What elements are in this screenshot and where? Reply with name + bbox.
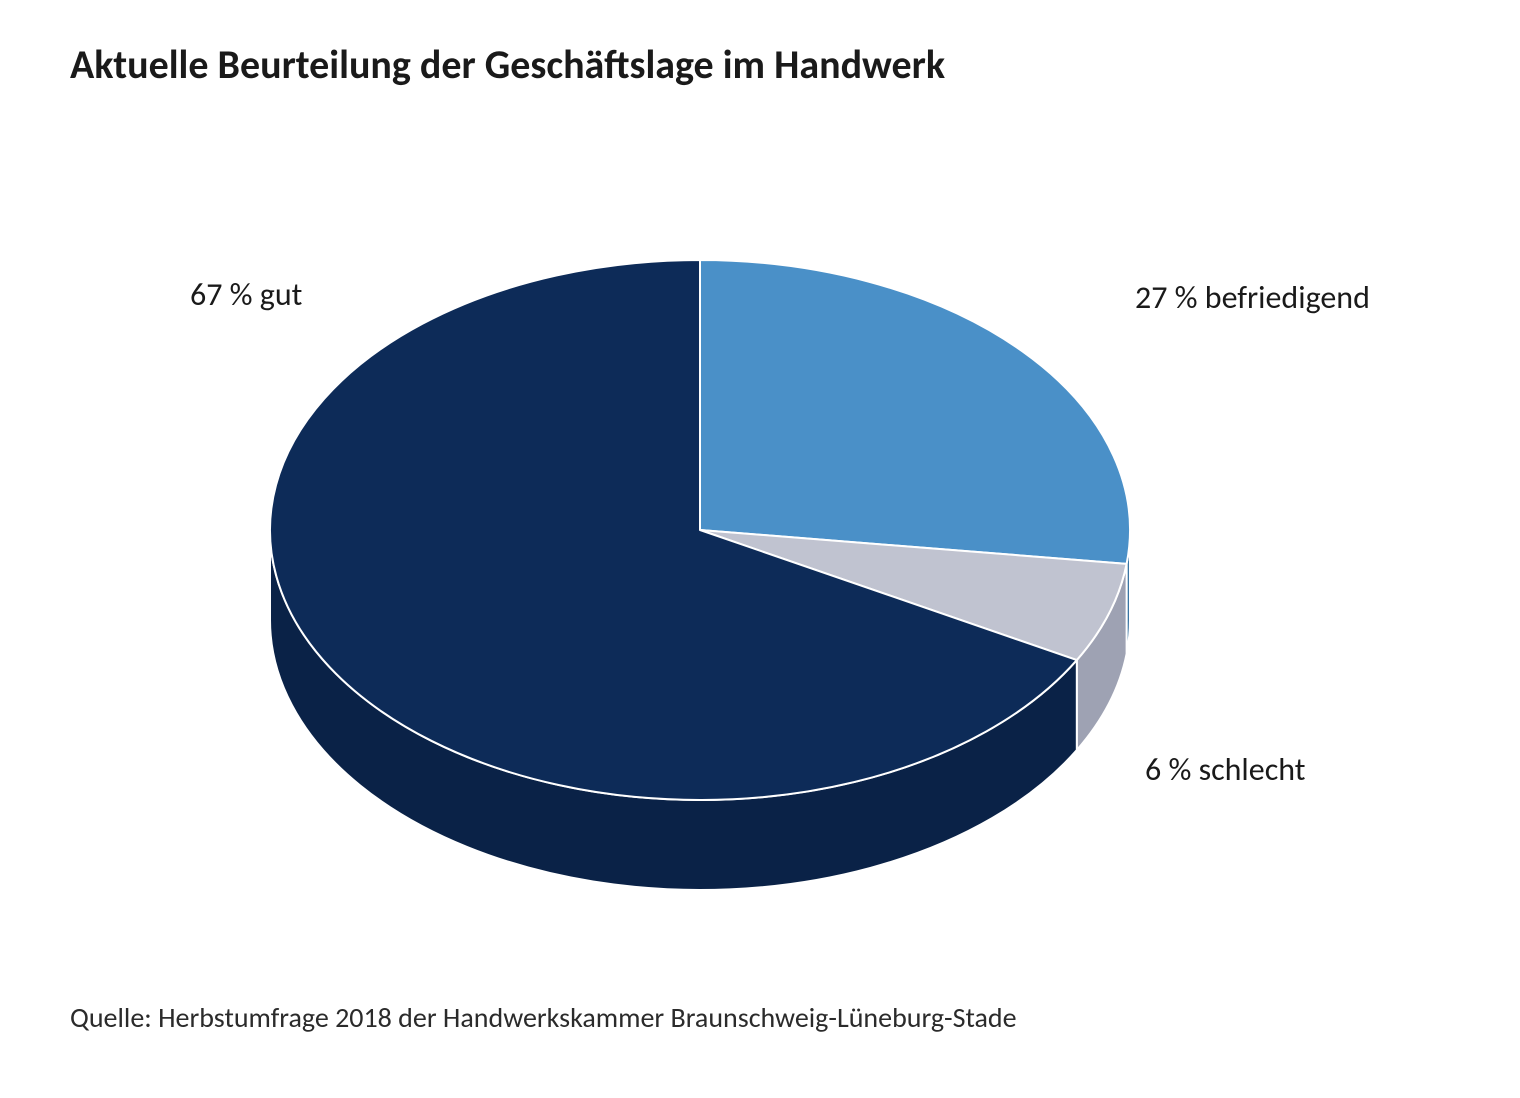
pie-label-schlecht: 6 % schlecht [1145,750,1305,789]
pie-chart-3d: 27 % befriedigend 6 % schlecht 67 % gut [0,0,1520,1093]
pie-label-befriedigend: 27 % befriedigend [1135,278,1370,317]
pie-top-befriedigend [700,260,1130,564]
source-caption: Quelle: Herbstumfrage 2018 der Handwerks… [70,1000,1017,1035]
pie-label-gut: 67 % gut [190,275,302,314]
